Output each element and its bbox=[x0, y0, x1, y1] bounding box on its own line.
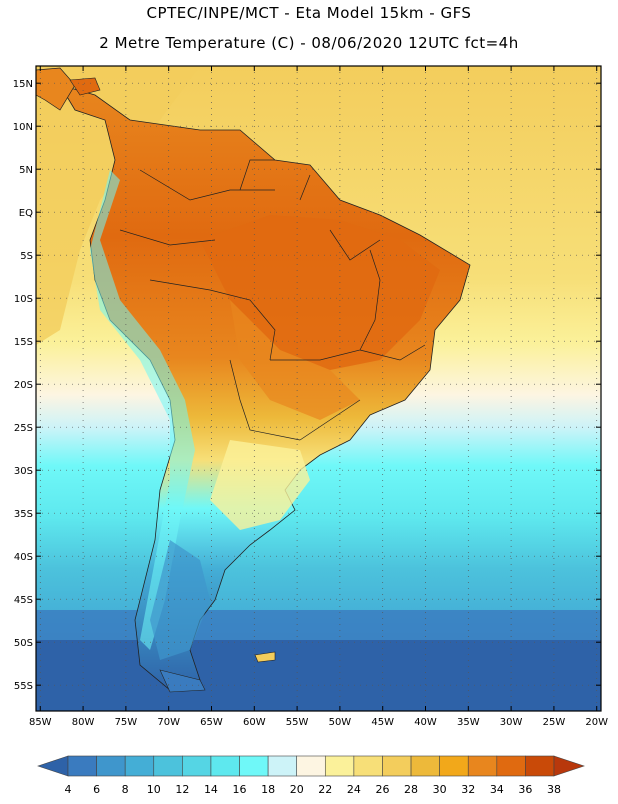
temperature-colorbar: 4 6 8 10 12 14 16 18 20 22 24 26 28 30 32 34 36 38 bbox=[37, 755, 585, 796]
colorbar-label: 32 bbox=[461, 783, 475, 796]
lon-tick-label: 75W bbox=[115, 717, 138, 728]
lon-tick-label: 30W bbox=[500, 717, 523, 728]
colorbar-segment bbox=[96, 755, 126, 777]
lat-tick-label: 45S bbox=[14, 595, 33, 606]
colorbar-segment bbox=[467, 755, 498, 777]
lon-tick-label: 20W bbox=[585, 717, 608, 728]
colorbar-label: 8 bbox=[122, 783, 129, 796]
map-title: CPTEC/INPE/MCT - Eta Model 15km - GFS bbox=[146, 4, 472, 22]
lat-tick-label: 55S bbox=[14, 681, 33, 692]
colorbar-label: 12 bbox=[175, 783, 189, 796]
longitude-axis: 85W 80W 75W 70W 65W 60W 55W 50W 45W 40W 35W 30W 25W 2… bbox=[29, 66, 608, 728]
colorbar-label: 10 bbox=[147, 783, 161, 796]
colorbar-segment bbox=[182, 755, 212, 777]
lon-tick-label: 50W bbox=[329, 717, 352, 728]
lat-tick-label: 10N bbox=[13, 122, 33, 133]
temperature-field bbox=[36, 66, 601, 711]
colorbar-segment bbox=[382, 755, 412, 777]
colorbar-segment bbox=[153, 755, 183, 777]
colorbar-segment bbox=[296, 755, 326, 777]
lon-tick-label: 55W bbox=[286, 717, 309, 728]
lat-tick-label: 30S bbox=[14, 466, 33, 477]
colorbar-segment bbox=[267, 755, 298, 777]
colorbar-label: 36 bbox=[518, 783, 532, 796]
colorbar-label: 4 bbox=[65, 783, 72, 796]
lon-tick-label: 85W bbox=[29, 717, 52, 728]
colorbar-label: 22 bbox=[318, 783, 332, 796]
colorbar-label: 26 bbox=[375, 783, 389, 796]
colorbar-label: 30 bbox=[433, 783, 447, 796]
colorbar-label: 24 bbox=[347, 783, 361, 796]
lat-tick-label: 20S bbox=[14, 380, 33, 391]
colorbar-label: 20 bbox=[290, 783, 304, 796]
lat-tick-label: 25S bbox=[14, 423, 33, 434]
lat-tick-label: 5S bbox=[20, 251, 33, 262]
lon-tick-label: 35W bbox=[457, 717, 480, 728]
colorbar-segment bbox=[324, 755, 355, 777]
lat-tick-label: 15S bbox=[14, 337, 33, 348]
colorbar-label: 18 bbox=[261, 783, 275, 796]
latitude-axis: 15N 10N 5N EQ 5S 10S 15S 20S 25S 30S 35S 40S 45S 50S 5… bbox=[13, 79, 601, 692]
colorbar-label: 38 bbox=[547, 783, 561, 796]
colorbar-segment bbox=[67, 755, 97, 777]
lon-tick-label: 70W bbox=[157, 717, 180, 728]
lat-tick-label: EQ bbox=[19, 208, 33, 219]
lon-tick-label: 80W bbox=[72, 717, 95, 728]
colorbar-segment bbox=[439, 755, 469, 777]
lon-tick-label: 65W bbox=[200, 717, 223, 728]
colorbar-label: 28 bbox=[404, 783, 418, 796]
map-subtitle: 2 Metre Temperature (C) - 08/06/2020 12U… bbox=[99, 34, 519, 52]
lat-tick-label: 15N bbox=[13, 79, 33, 90]
lat-tick-label: 40S bbox=[14, 552, 33, 563]
colorbar-high-arrow bbox=[553, 755, 585, 777]
colorbar-label: 34 bbox=[490, 783, 504, 796]
colorbar-segment bbox=[353, 755, 383, 777]
colorbar-label: 6 bbox=[93, 783, 100, 796]
lon-tick-label: 60W bbox=[243, 717, 266, 728]
lon-tick-label: 40W bbox=[414, 717, 437, 728]
colorbar-segment bbox=[525, 755, 555, 777]
map-frame bbox=[35, 65, 602, 712]
lon-tick-label: 45W bbox=[371, 717, 394, 728]
colorbar-label: 16 bbox=[233, 783, 247, 796]
colorbar-segment bbox=[210, 755, 240, 777]
graticule bbox=[36, 66, 601, 711]
colorbar-segment bbox=[410, 755, 440, 777]
colorbar-segment bbox=[496, 755, 526, 777]
colorbar-segment bbox=[239, 755, 269, 777]
colorbar-label: 14 bbox=[204, 783, 218, 796]
lon-tick-label: 25W bbox=[543, 717, 566, 728]
lat-tick-label: 50S bbox=[14, 638, 33, 649]
lat-tick-label: 5N bbox=[19, 165, 33, 176]
lat-tick-label: 35S bbox=[14, 509, 33, 520]
colorbar-low-arrow bbox=[37, 755, 69, 777]
lat-tick-label: 10S bbox=[14, 294, 33, 305]
colorbar-segment bbox=[124, 755, 155, 777]
